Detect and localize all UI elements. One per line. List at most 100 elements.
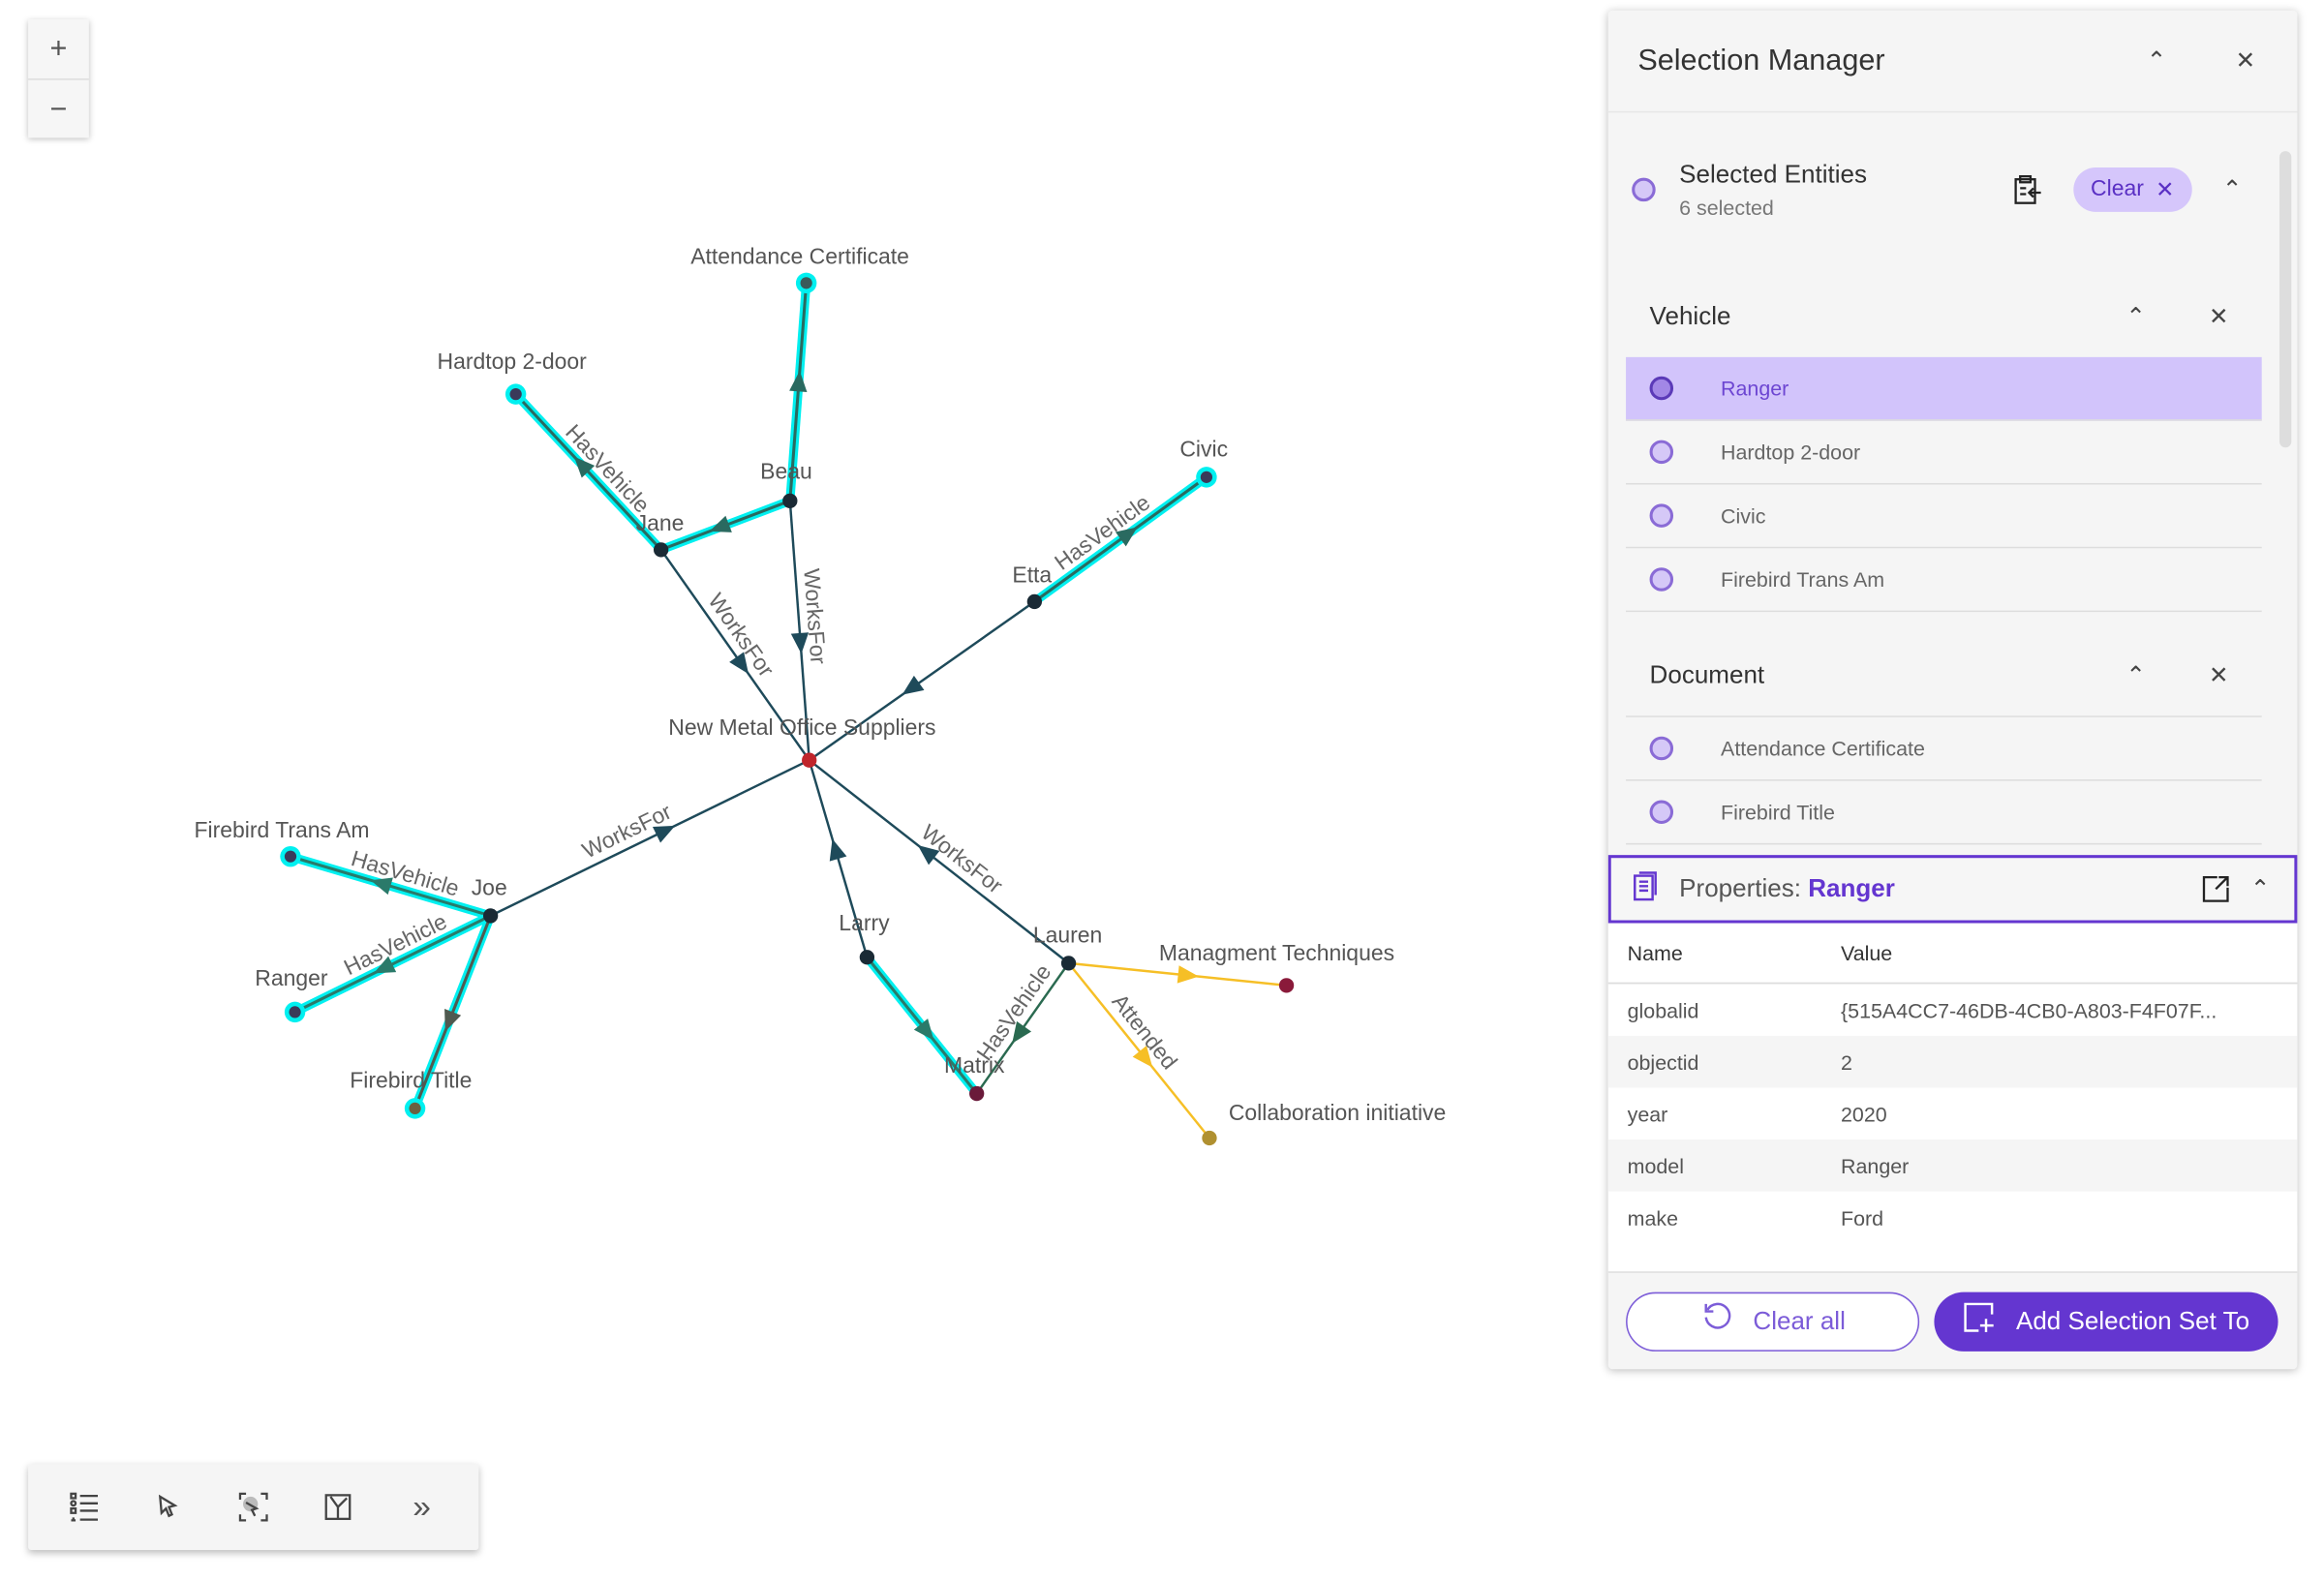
node-beau[interactable] [782,493,798,508]
properties-icon [1632,869,1659,909]
property-value: Ford [1841,1205,1884,1230]
item-checkbox[interactable] [1649,736,1674,761]
node-jane[interactable] [653,542,669,558]
node-collab[interactable] [1202,1130,1217,1146]
edge[interactable] [809,600,1036,762]
edge[interactable] [659,549,810,761]
edge-label: WorksFor [799,567,831,665]
column-header-name: Name [1607,923,1840,985]
edge-arrow [373,956,397,974]
edge[interactable] [490,759,810,918]
node-ranger[interactable] [289,1006,301,1018]
node-ftitle[interactable] [409,1102,421,1115]
legend-list-icon[interactable] [63,1485,107,1530]
add-selection-set-button[interactable]: Add Selection Set To [1934,1291,2278,1352]
node-label: Beau [760,458,812,483]
node-att[interactable] [800,277,812,289]
selection-manager-panel: Selection Manager ⌃ ✕ Selected Entities … [1607,10,2298,1370]
zoom-out-button[interactable]: − [28,78,89,139]
select-pointer-icon[interactable] [147,1485,192,1530]
edge[interactable] [1033,475,1208,603]
property-value: 2 [1839,1035,2298,1088]
collapse-panel-button[interactable]: ⌃ [2146,48,2167,75]
edge[interactable] [290,855,492,918]
table-row: year 2020 [1608,1087,2298,1139]
list-item[interactable]: Attendance Certificate [1626,717,2262,781]
item-checkbox[interactable] [1649,440,1674,465]
property-name: globalid [1627,997,1699,1022]
collapse-selected-button[interactable]: ⌃ [2221,176,2243,202]
selected-entities-header: Selected Entities 6 selected Clear ✕ ⌃ [1608,126,2278,252]
node-label: Managment Techniques [1159,940,1394,965]
collapse-properties-button[interactable]: ⌃ [2249,877,2271,903]
edge-arrow [444,1009,462,1032]
close-panel-button[interactable]: ✕ [2235,48,2256,75]
edge-arrow [729,652,749,675]
node-etta[interactable] [1026,593,1043,610]
clipboard-icon[interactable] [2004,167,2049,211]
node-larry[interactable] [859,950,875,965]
edge-arrow [1132,1046,1153,1068]
node-mgmt[interactable] [1278,978,1295,993]
edge-arrow [902,675,925,695]
item-checkbox[interactable] [1649,800,1674,825]
node-label: Firebird Trans Am [195,817,370,842]
item-label: Firebird Trans Am [1721,567,1885,592]
zoom-control: + − [28,18,89,139]
remove-group-button[interactable]: ✕ [2209,663,2229,689]
node-label: Larry [839,910,890,935]
collapse-group-button[interactable]: ⌃ [2125,305,2146,331]
node-matrix[interactable] [969,1085,985,1102]
item-checkbox[interactable] [1649,567,1674,592]
property-value: {515A4CC7-46DB-4CB0-A803-F4F07F... [1841,997,2217,1022]
node-label: Lauren [1033,922,1102,947]
node-nmos[interactable] [802,752,817,768]
scrollbar[interactable] [2279,151,2292,448]
edge-arrow [709,515,732,532]
zoom-in-button[interactable]: + [49,31,68,65]
edge[interactable] [293,914,492,1014]
list-item[interactable]: Civic [1626,485,2262,549]
edge-arrow [370,877,393,896]
list-item[interactable]: Firebird Trans Am [1626,548,2262,613]
clear-selection-chip[interactable]: Clear ✕ [2072,167,2192,212]
list-item[interactable]: Ranger [1626,356,2262,421]
item-checkbox[interactable] [1649,376,1674,401]
group-title: Document [1649,660,1765,689]
expand-chevrons-icon[interactable]: » [413,1487,431,1525]
edge-arrow [1012,1020,1032,1044]
node-fta[interactable] [284,850,297,863]
lasso-select-icon[interactable] [231,1485,276,1530]
edge[interactable] [1068,961,1287,988]
node-joe[interactable] [482,908,499,924]
collapse-group-button[interactable]: ⌃ [2125,663,2146,689]
properties-table: Name Value globalid {515A4CC7-46DB-4CB0-A8… [1607,923,2298,1244]
node-civic[interactable] [1200,471,1213,483]
table-row: globalid {515A4CC7-46DB-4CB0-A803-F4F07F.… [1608,984,2298,1036]
add-set-icon [1963,1301,1996,1341]
properties-header: Properties: Ranger ⌃ [1607,855,2298,924]
edge-arrow [1177,965,1199,984]
edge-arrow [829,838,847,862]
select-all-checkbox[interactable] [1632,176,1656,201]
item-checkbox[interactable] [1649,503,1674,528]
node-lauren[interactable] [1060,956,1077,971]
edge[interactable] [808,759,1070,964]
edge[interactable] [514,393,662,551]
open-external-icon[interactable] [2193,866,2238,911]
list-item[interactable]: Hardtop 2-door [1626,421,2262,485]
edge-arrow [917,844,940,866]
edge[interactable] [788,501,810,761]
remove-group-button[interactable]: ✕ [2209,305,2229,331]
layout-icon[interactable] [316,1485,360,1530]
clear-all-button[interactable]: Clear all [1626,1291,1920,1352]
link-chart[interactable]: HasVehicleWorksForWorksForHasVehicleWork… [0,0,1601,1580]
edge[interactable] [788,283,809,501]
item-label: Hardtop 2-door [1721,440,1861,465]
clear-all-label: Clear all [1753,1306,1846,1335]
node-hard[interactable] [509,388,522,401]
edge[interactable] [1067,962,1210,1139]
node-label: Jane [636,510,685,535]
item-label: Ranger [1721,376,1789,401]
list-item[interactable]: Firebird Title [1626,781,2262,845]
